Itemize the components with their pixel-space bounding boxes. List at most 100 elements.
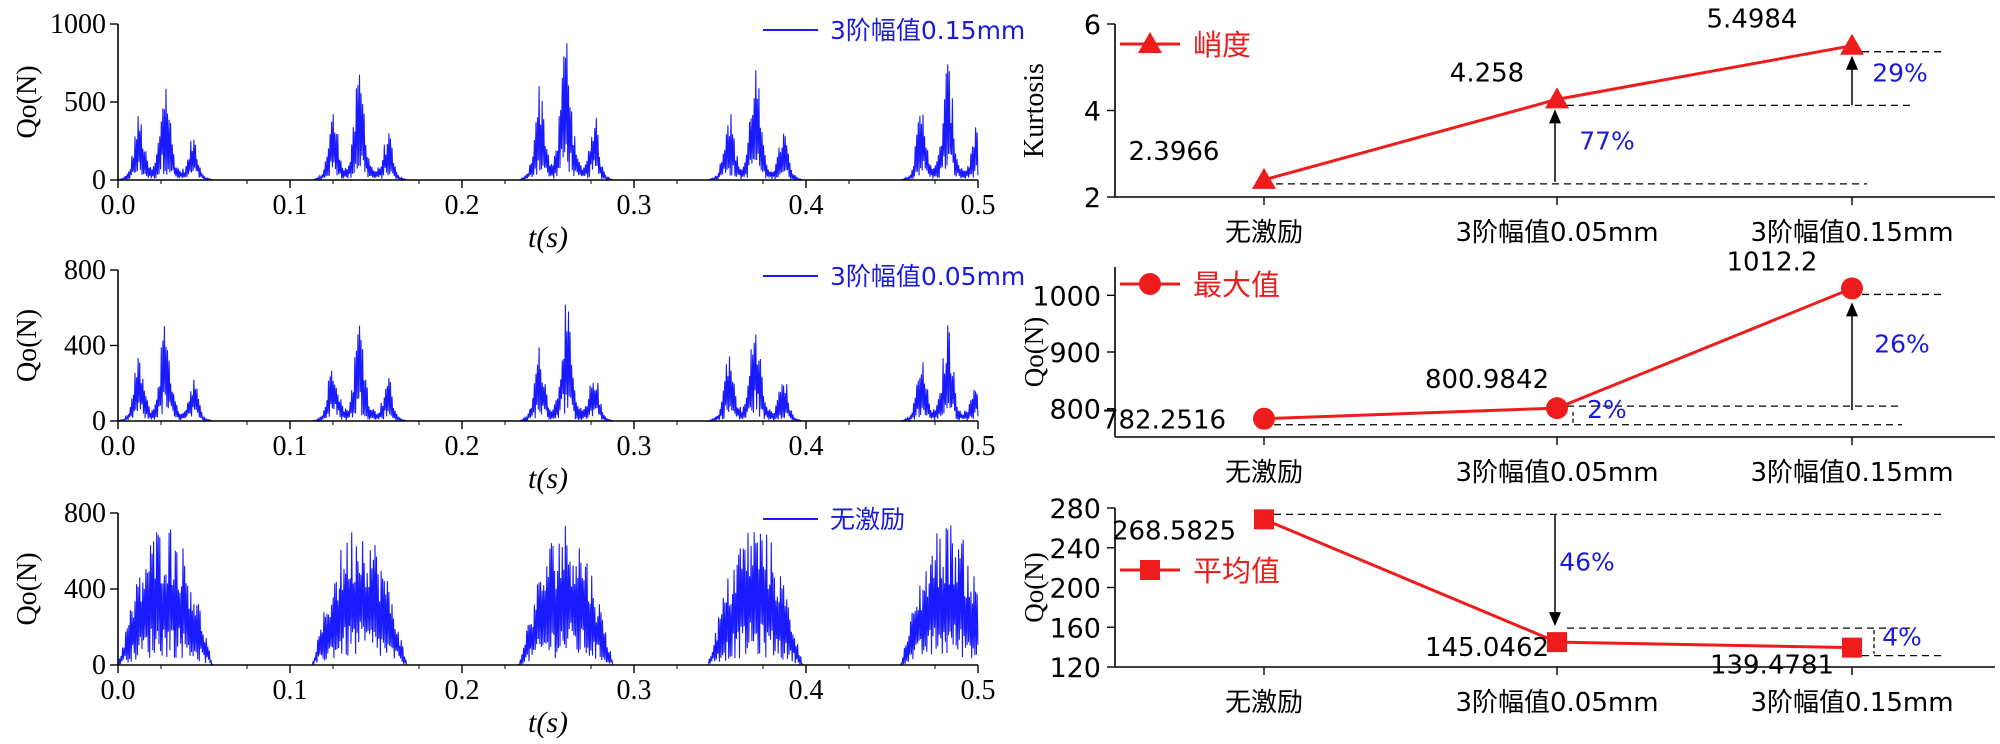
data-point-triangle — [1545, 87, 1569, 109]
x-axis-label: t(s) — [528, 462, 568, 495]
x-category-label: 3阶幅值0.05mm — [1455, 688, 1658, 718]
data-point-circle — [1253, 407, 1275, 430]
y-tick-label: 1000 — [1032, 281, 1101, 312]
change-percent-label: 2% — [1587, 395, 1627, 424]
y-axis-label: Qo(N) — [12, 65, 43, 138]
change-arrow-head — [1846, 55, 1858, 70]
x-tick-label: 0.3 — [617, 431, 652, 462]
change-arrow-head — [1549, 109, 1561, 124]
y-tick-label: 6 — [1084, 10, 1101, 41]
waveform-line — [117, 525, 979, 666]
y-tick-label: 240 — [1049, 534, 1101, 565]
x-category-label: 3阶幅值0.15mm — [1750, 218, 1953, 248]
value-label: 5.4984 — [1707, 5, 1798, 35]
y-tick-label: 0 — [92, 165, 106, 196]
x-tick-label: 0.1 — [273, 431, 308, 462]
y-tick-label: 200 — [1049, 574, 1101, 605]
value-label: 145.0462 — [1425, 633, 1549, 663]
x-category-label: 3阶幅值0.15mm — [1750, 458, 1953, 488]
y-tick-label: 120 — [1049, 653, 1101, 684]
x-tick-label: 0.2 — [445, 431, 480, 462]
legend-label: 平均值 — [1193, 554, 1280, 588]
x-tick-label: 0.0 — [101, 190, 136, 221]
value-label: 1012.2 — [1727, 247, 1818, 277]
x-category-label: 无激励 — [1225, 458, 1303, 488]
x-tick-label: 0.4 — [789, 675, 824, 706]
change-arrow-head — [1846, 302, 1858, 317]
waveform-line — [117, 304, 979, 423]
y-tick-label: 400 — [64, 574, 106, 605]
y-tick-label: 2 — [1084, 183, 1101, 214]
data-point-circle — [1841, 277, 1863, 300]
x-tick-label: 0.0 — [101, 675, 136, 706]
x-category-label: 3阶幅值0.15mm — [1750, 688, 1953, 718]
legend-label: 峭度 — [1193, 28, 1251, 62]
summary-panel-1: 2 4 6 无激励 3阶幅值0.05mm 3阶幅值0.15mm Kurtosis 2.3966… — [1019, 5, 1995, 248]
x-tick-label: 0.0 — [101, 431, 136, 462]
change-arrow-head — [1549, 612, 1561, 627]
change-percent-label: 29% — [1872, 59, 1928, 88]
value-label: 4.258 — [1450, 58, 1524, 88]
y-axis-label: Kurtosis — [1019, 63, 1050, 158]
data-point-circle — [1546, 397, 1568, 420]
value-label: 782.2516 — [1102, 406, 1226, 436]
time-series-panel-3: 0.0 0.1 0.2 0.3 0.4 0.5 0 400 800 t(s) Qo(N) 无激励 — [12, 498, 996, 739]
change-percent-label: 26% — [1874, 329, 1930, 358]
data-point-triangle — [1138, 32, 1162, 53]
x-axis-label: t(s) — [528, 221, 568, 254]
x-tick-label: 0.5 — [961, 431, 996, 462]
legend-label: 最大值 — [1193, 268, 1280, 302]
x-tick-label: 0.3 — [617, 675, 652, 706]
y-tick-label: 280 — [1049, 494, 1101, 525]
waveform-line — [118, 43, 979, 182]
x-tick-label: 0.4 — [789, 431, 824, 462]
legend-label: 3阶幅值0.05mm — [830, 262, 1025, 291]
y-tick-label: 1000 — [50, 9, 106, 40]
x-tick-label: 0.2 — [445, 675, 480, 706]
y-tick-label: 800 — [64, 498, 106, 529]
time-series-panel-1: 0.0 0.1 0.2 0.3 0.4 0.5 0 500 1000 t(s) Qo(N) 3阶幅值0… — [12, 9, 1025, 254]
y-axis-label: Qo(N) — [1019, 317, 1049, 387]
x-tick-label: 0.3 — [617, 190, 652, 221]
y-tick-label: 400 — [64, 331, 106, 362]
y-tick-label: 800 — [64, 255, 106, 286]
data-point-square — [1842, 637, 1862, 658]
x-tick-label: 0.5 — [961, 190, 996, 221]
y-tick-label: 0 — [92, 650, 106, 681]
summary-panel-2: 800 900 1000 无激励 3阶幅值0.05mm 3阶幅值0.15mm Qo(N) 78… — [1019, 247, 1995, 488]
legend-label: 3阶幅值0.15mm — [830, 16, 1025, 45]
data-point-triangle — [1840, 33, 1864, 55]
y-tick-label: 4 — [1084, 97, 1101, 128]
y-tick-label: 0 — [92, 406, 106, 437]
series-line — [1263, 44, 1853, 182]
summary-panel-3: 120 160 200 240 280 无激励 3阶幅值0.05mm 3阶幅值0.15mm Qo… — [1019, 494, 1995, 718]
data-point-square — [1254, 509, 1274, 530]
y-axis-label: Qo(N) — [12, 552, 43, 625]
y-axis-label: Qo(N) — [12, 309, 43, 382]
y-tick-label: 500 — [64, 87, 106, 118]
time-series-panel-2: 0.0 0.1 0.2 0.3 0.4 0.5 0 400 800 t(s) Qo(N) 3阶幅值0.… — [12, 255, 1025, 495]
change-percent-label: 77% — [1579, 126, 1635, 155]
x-category-label: 3阶幅值0.05mm — [1455, 458, 1658, 488]
data-point-square — [1547, 632, 1567, 653]
data-point-triangle — [1252, 167, 1276, 189]
y-tick-label: 800 — [1049, 395, 1101, 426]
x-category-label: 无激励 — [1225, 688, 1303, 718]
value-label: 268.5825 — [1112, 516, 1236, 546]
x-tick-label: 0.1 — [273, 675, 308, 706]
x-category-label: 3阶幅值0.05mm — [1455, 218, 1658, 248]
x-category-label: 无激励 — [1225, 218, 1303, 248]
y-axis-label: Qo(N) — [1019, 552, 1049, 622]
change-percent-label: 46% — [1559, 548, 1615, 577]
value-label: 800.9842 — [1425, 365, 1549, 395]
y-tick-label: 900 — [1049, 338, 1101, 369]
x-tick-label: 0.4 — [789, 190, 824, 221]
x-tick-label: 0.5 — [961, 675, 996, 706]
x-tick-label: 0.2 — [445, 190, 480, 221]
value-label: 2.3966 — [1129, 137, 1220, 167]
x-axis-label: t(s) — [528, 706, 568, 739]
data-point-square — [1140, 560, 1160, 580]
y-tick-label: 160 — [1049, 613, 1101, 644]
change-percent-label: 4% — [1882, 623, 1922, 652]
